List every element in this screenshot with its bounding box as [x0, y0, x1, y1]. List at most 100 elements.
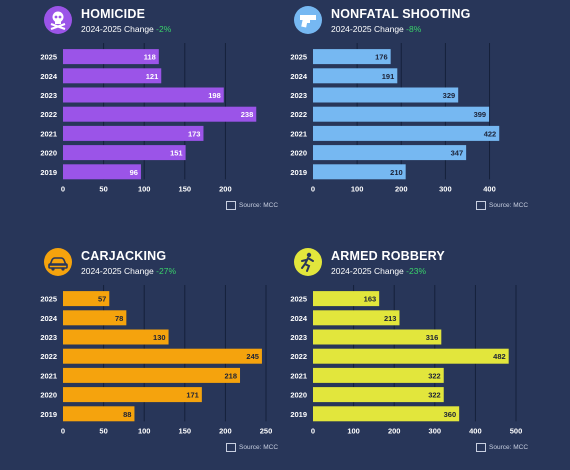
year-label: 2025: [40, 295, 57, 304]
year-label: 2023: [290, 333, 307, 342]
change-text: 2024-2025 Change -8%: [331, 24, 421, 34]
carjacking-panel: CARJACKING 2024-2025 Change -27% 2025 57 2…: [0, 242, 285, 470]
change-label: 2024-2025 Change: [81, 24, 154, 34]
data-label: 399: [474, 110, 487, 119]
data-label: 151: [170, 149, 183, 158]
year-label: 2020: [290, 149, 307, 158]
change-text: 2024-2025 Change -2%: [81, 24, 171, 34]
armed-robbery-chart: 2025 163 2024 213 2023 316 2022 482 2021 322 2020 3…: [290, 285, 523, 435]
year-label: 2022: [290, 110, 307, 119]
data-label: 163: [364, 295, 377, 304]
bar: [313, 387, 444, 403]
bar: [313, 68, 398, 84]
bar: [313, 406, 460, 422]
year-label: 2021: [40, 129, 57, 138]
bar: [63, 310, 127, 326]
data-label: 88: [123, 410, 131, 419]
x-tick-label: 0: [311, 184, 315, 193]
year-label: 2023: [40, 91, 57, 100]
bar: [313, 367, 444, 383]
year-label: 2022: [290, 352, 307, 361]
x-tick-label: 500: [510, 426, 523, 435]
bar: [313, 125, 500, 141]
source-label: Source: MCC: [239, 202, 279, 209]
year-label: 2019: [290, 168, 307, 177]
data-label: 245: [246, 352, 259, 361]
x-tick-label: 200: [395, 184, 408, 193]
data-label: 191: [382, 72, 395, 81]
year-label: 2022: [40, 110, 57, 119]
bar: [63, 164, 141, 180]
bar: [63, 291, 110, 307]
bar: [313, 291, 380, 307]
data-label: 422: [484, 129, 497, 138]
bar: [313, 106, 490, 122]
x-tick-label: 250: [260, 426, 273, 435]
data-label: 198: [208, 91, 221, 100]
bar: [63, 367, 241, 383]
bar: [63, 49, 159, 65]
nonfatal-shooting-chart: 2025 176 2024 191 2023 329 2022 399 2021 422 2020 3…: [290, 43, 500, 193]
x-tick-label: 50: [99, 184, 107, 193]
year-label: 2023: [40, 333, 57, 342]
year-label: 2022: [40, 352, 57, 361]
x-tick-label: 200: [219, 426, 232, 435]
bar: [63, 387, 202, 403]
armed-robbery-panel: ARMED ROBBERY 2024-2025 Change -23% 2025…: [250, 242, 535, 470]
bar: [63, 145, 186, 161]
x-tick-label: 0: [61, 426, 65, 435]
year-label: 2024: [290, 314, 308, 323]
x-tick-label: 400: [483, 184, 496, 193]
data-label: 218: [225, 371, 238, 380]
x-tick-label: 150: [179, 426, 192, 435]
data-label: 96: [130, 168, 138, 177]
data-label: 171: [186, 391, 199, 400]
x-tick-label: 50: [99, 426, 107, 435]
x-tick-label: 300: [439, 184, 452, 193]
nonfatal-shooting-panel: NONFATAL SHOOTING 2024-2025 Change -8% 2…: [250, 0, 535, 228]
bar: [63, 329, 169, 345]
x-tick-label: 0: [61, 184, 65, 193]
x-tick-label: 100: [138, 426, 151, 435]
panel-title: CARJACKING: [81, 249, 167, 263]
year-label: 2020: [40, 149, 57, 158]
source-note: Source: MCC: [476, 201, 528, 210]
bar: [63, 106, 257, 122]
data-label: 78: [115, 314, 123, 323]
panel-title: HOMICIDE: [81, 7, 146, 21]
year-label: 2021: [40, 371, 57, 380]
source-logo-icon: [226, 443, 236, 452]
year-label: 2019: [40, 410, 57, 419]
source-note: Source: MCC: [226, 201, 278, 210]
data-label: 213: [384, 314, 397, 323]
bar: [63, 125, 204, 141]
source-label: Source: MCC: [489, 202, 529, 209]
year-label: 2024: [40, 72, 58, 81]
year-label: 2024: [290, 72, 308, 81]
x-tick-label: 200: [219, 184, 232, 193]
homicide-chart: 2025 118 2024 121 2023 198 2022 238 2021 173 2020 1…: [40, 43, 257, 193]
change-label: 2024-2025 Change: [331, 24, 404, 34]
bar: [313, 348, 509, 364]
year-label: 2025: [290, 53, 307, 62]
running-person-icon: [294, 248, 322, 276]
change-text: 2024-2025 Change -23%: [331, 266, 426, 276]
year-label: 2024: [40, 314, 58, 323]
bar: [313, 145, 467, 161]
car-icon: [44, 248, 72, 276]
bar: [63, 68, 162, 84]
bar: [63, 406, 135, 422]
change-label: 2024-2025 Change: [331, 266, 404, 276]
year-label: 2020: [40, 391, 57, 400]
year-label: 2019: [40, 168, 57, 177]
data-label: 130: [153, 333, 166, 342]
change-value: -2%: [156, 24, 172, 34]
source-note: Source: MCC: [226, 443, 278, 452]
pistol-icon: [294, 6, 322, 34]
source-label: Source: MCC: [239, 444, 279, 451]
panel-title: ARMED ROBBERY: [331, 249, 445, 263]
x-tick-label: 200: [388, 426, 401, 435]
data-label: 322: [428, 371, 441, 380]
data-label: 360: [444, 410, 457, 419]
skull-crossbones-icon: [44, 6, 72, 34]
